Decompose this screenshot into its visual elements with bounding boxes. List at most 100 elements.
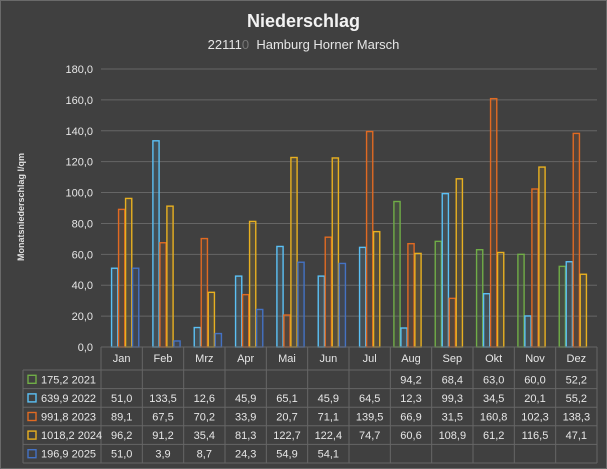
data-label: 66,9	[400, 412, 421, 424]
bar	[441, 192, 450, 348]
data-label: 122,7	[273, 430, 301, 442]
data-label: 94,2	[400, 374, 421, 386]
data-label: 133,5	[149, 393, 177, 405]
data-label: 35,4	[194, 430, 215, 442]
bar	[531, 188, 539, 348]
data-label: 108,9	[439, 430, 467, 442]
data-label: 51,0	[111, 449, 132, 461]
x-tick-label: Apr	[237, 353, 254, 365]
legend-swatch	[27, 393, 37, 403]
chart-subtitle: 221110 Hamburg Horner Marsch	[1, 37, 606, 52]
bar	[524, 315, 532, 348]
y-tick-label: 20,0	[72, 311, 93, 323]
data-label: 20,7	[276, 412, 297, 424]
y-tick-label: 140,0	[65, 126, 93, 138]
data-label: 34,5	[483, 393, 504, 405]
bar	[283, 314, 291, 348]
data-label: 63,0	[483, 374, 504, 386]
bar	[407, 242, 415, 348]
x-tick-label: Jan	[113, 353, 131, 365]
bar	[331, 157, 340, 348]
bar	[434, 240, 443, 348]
bar	[290, 156, 298, 348]
x-tick-label: Feb	[154, 353, 173, 365]
x-tick-label: Aug	[401, 353, 421, 365]
x-tick-label: Dez	[567, 353, 587, 365]
legend-label: 639,9 2022	[41, 393, 96, 405]
data-label: 139,5	[356, 412, 384, 424]
chart-title: Niederschlag	[246, 11, 361, 31]
data-label: 74,7	[359, 430, 380, 442]
legend-swatch	[27, 449, 37, 459]
data-label: 65,1	[276, 393, 297, 405]
data-label: 54,9	[276, 449, 297, 461]
data-label: 64,5	[359, 393, 380, 405]
data-label: 31,5	[442, 412, 463, 424]
y-tick-label: 160,0	[65, 95, 93, 107]
legend-label: 175,2 2021	[41, 374, 96, 386]
y-tick-label: 0,0	[78, 342, 93, 354]
legend-swatch	[27, 430, 37, 440]
bar	[558, 265, 567, 348]
bar	[173, 340, 181, 348]
data-label: 116,5	[522, 430, 549, 442]
bar	[117, 208, 126, 348]
bar	[365, 130, 374, 348]
bar	[448, 297, 457, 348]
x-tick-label: Nov	[525, 353, 545, 365]
x-tick-label: Mrz	[195, 353, 213, 365]
data-label: 33,9	[235, 412, 256, 424]
bar	[372, 230, 381, 348]
x-tick-label: Mai	[278, 353, 296, 365]
bar	[489, 97, 498, 348]
data-label: 8,7	[197, 449, 212, 461]
y-tick-label: 100,0	[65, 188, 93, 200]
data-label: 102,3	[521, 412, 549, 424]
bar	[496, 251, 505, 348]
bar	[152, 140, 160, 348]
x-tick-label: Jun	[319, 353, 337, 365]
data-label: 71,1	[318, 412, 339, 424]
x-tick-label: Jul	[363, 353, 377, 365]
bar	[317, 275, 326, 348]
bar	[393, 200, 401, 348]
bar	[324, 236, 333, 348]
data-label: 81,3	[235, 430, 256, 442]
y-tick-label: 80,0	[72, 218, 93, 230]
x-tick-label: Okt	[485, 353, 502, 365]
data-label: 89,1	[111, 412, 132, 424]
bar	[159, 242, 167, 348]
legend-label: 1018,2 2024	[41, 430, 102, 442]
bar	[166, 205, 174, 348]
data-label: 20,1	[524, 393, 545, 405]
bar	[276, 245, 284, 348]
bar	[455, 178, 464, 348]
bar	[248, 220, 257, 348]
bar	[200, 237, 209, 348]
legend-swatch	[27, 411, 37, 422]
bar	[517, 253, 525, 348]
data-label: 45,9	[318, 393, 339, 405]
bar	[414, 252, 422, 348]
data-label: 52,2	[566, 374, 587, 386]
data-label: 12,6	[194, 393, 215, 405]
data-label: 24,3	[235, 449, 256, 461]
data-label: 68,4	[442, 374, 463, 386]
data-label: 99,3	[442, 393, 463, 405]
data-label: 45,9	[235, 393, 256, 405]
x-tick-label: Sep	[443, 353, 463, 365]
bar	[234, 275, 243, 348]
bar	[110, 267, 119, 348]
data-label: 51,0	[111, 393, 132, 405]
data-label: 70,2	[194, 412, 215, 424]
y-tick-label: 40,0	[72, 280, 93, 292]
bar	[124, 197, 133, 348]
bar	[241, 293, 250, 348]
bar	[193, 326, 202, 348]
data-label: 60,0	[524, 374, 545, 386]
data-label: 55,2	[566, 393, 587, 405]
y-tick-label: 120,0	[65, 157, 93, 169]
y-tick-label: 180,0	[65, 64, 93, 76]
